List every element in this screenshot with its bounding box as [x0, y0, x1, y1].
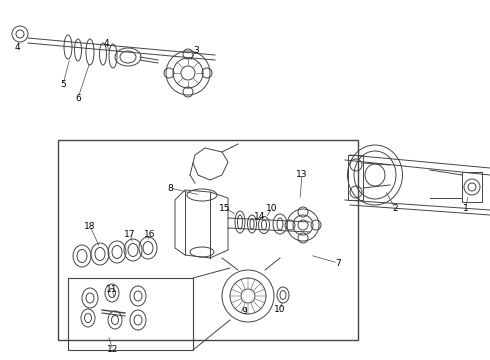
Text: 4: 4	[14, 42, 20, 51]
Text: 7: 7	[335, 258, 341, 267]
Bar	[68, 278, 193, 350]
Text: 10: 10	[266, 203, 278, 212]
Text: 15: 15	[219, 203, 231, 212]
Text: 13: 13	[296, 170, 308, 179]
Text: 18: 18	[84, 221, 96, 230]
Bar	[462, 172, 482, 202]
Bar	[58, 140, 358, 340]
Text: 9: 9	[241, 307, 247, 316]
Text: 1: 1	[463, 203, 469, 212]
Text: 10: 10	[274, 306, 286, 315]
Text: 14: 14	[254, 212, 266, 220]
Text: 4: 4	[103, 39, 109, 48]
Text: 16: 16	[144, 230, 156, 239]
Text: 17: 17	[124, 230, 136, 239]
Text: 3: 3	[193, 45, 199, 54]
Text: 2: 2	[392, 203, 398, 212]
Text: 12: 12	[107, 346, 119, 355]
Text: 5: 5	[60, 80, 66, 89]
Text: 8: 8	[167, 184, 173, 193]
Bar	[348, 155, 363, 200]
Text: 11: 11	[106, 285, 118, 294]
Text: 6: 6	[75, 94, 81, 103]
